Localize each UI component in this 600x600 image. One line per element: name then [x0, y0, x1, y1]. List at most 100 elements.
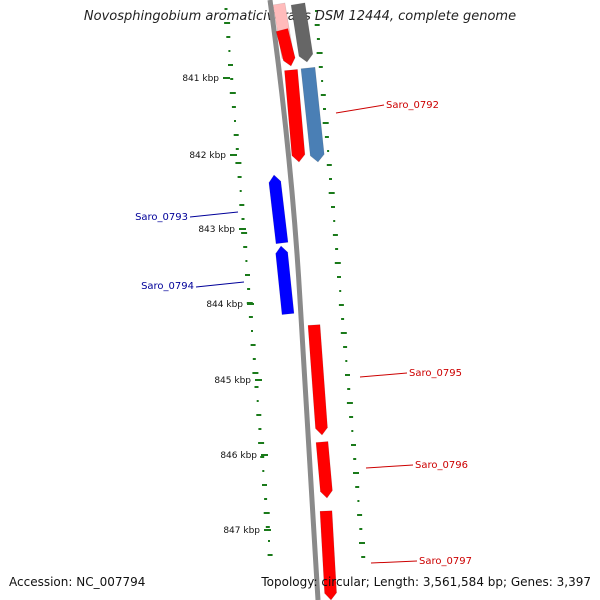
topology-label: Topology: circular; Length: 3,561,584 bp… [261, 575, 591, 589]
tick-label: 843 kbp [198, 225, 235, 235]
gene-labels: Saro_0792 Saro_0793 Saro_0794 Saro_0795 Saro… [135, 100, 472, 567]
gc-mark [226, 36, 231, 38]
gc-mark [229, 92, 236, 94]
gc-mark [324, 136, 329, 138]
gc-mark [239, 190, 242, 192]
gc-mark [320, 94, 326, 96]
tick-mark [247, 303, 254, 305]
gene-leader-line [370, 560, 418, 564]
gc-mark [248, 316, 253, 318]
gc-mark [239, 204, 245, 206]
gc-mark [235, 162, 242, 164]
gc-mark [343, 346, 348, 348]
gc-mark [230, 78, 234, 80]
tick-mark [239, 228, 246, 230]
gc-mark [357, 514, 363, 516]
tick-mark [261, 454, 268, 456]
gc-mark [361, 556, 366, 558]
gc-mark [256, 414, 262, 416]
tick-label: 842 kbp [189, 151, 226, 161]
gc-mark [224, 22, 231, 24]
gc-mark [326, 164, 332, 166]
gene-label[interactable]: Saro_0795 [409, 368, 462, 379]
gc-mark [256, 400, 259, 402]
gc-mark [337, 276, 341, 278]
gene-leader-line [365, 464, 414, 469]
gc-mark [318, 66, 323, 68]
gc-mark [338, 304, 344, 306]
tick-mark [264, 529, 271, 531]
gc-mark [247, 288, 251, 290]
gc-mark [252, 358, 256, 360]
gene-label[interactable]: Saro_0793 [135, 212, 188, 223]
gene-track [268, 2, 337, 600]
gc-mark [335, 248, 339, 250]
tick-mark [230, 154, 237, 156]
gene-arrow-0792a[interactable] [284, 69, 306, 163]
gene-label[interactable]: Saro_0792 [386, 100, 439, 111]
gc-mark [359, 542, 365, 544]
gc-mark [345, 374, 350, 376]
gc-mark [235, 148, 239, 150]
gene-arrow-0794[interactable] [275, 245, 295, 315]
gc-mark [245, 260, 248, 262]
gc-mark [228, 64, 233, 66]
gene-arrow-0795[interactable] [307, 324, 328, 436]
gc-mark [258, 428, 262, 430]
gc-mark [262, 484, 267, 486]
gc-mark [262, 470, 265, 472]
gc-mark [316, 38, 320, 40]
gc-mark [332, 234, 338, 236]
gc-mark [339, 290, 342, 292]
gc-mark [323, 108, 326, 110]
gc-mark [333, 220, 336, 222]
gc-mark [315, 10, 317, 12]
gc-mark [353, 472, 359, 474]
gc-mark [347, 388, 351, 390]
gc-mark [265, 526, 270, 528]
gene-leader-line [335, 104, 385, 114]
tick-mark [223, 77, 230, 79]
accession-label: Accession: NC_007794 [9, 575, 146, 589]
gc-mark [252, 372, 259, 374]
tick-label: 844 kbp [206, 300, 243, 310]
tick-label: 846 kbp [220, 451, 257, 461]
gene-leader-line [195, 281, 245, 288]
gene-label[interactable]: Saro_0794 [141, 281, 194, 292]
gc-mark [355, 486, 360, 488]
gc-mark [349, 416, 354, 418]
gc-mark [264, 498, 268, 500]
gc-mark [234, 120, 236, 122]
gene-arrow-top-gray[interactable] [290, 2, 314, 63]
gc-mark [331, 206, 335, 208]
tick-mark [255, 379, 262, 381]
gc-mark [224, 8, 228, 10]
tick-label: 847 kbp [223, 526, 260, 536]
gc-mark [228, 50, 231, 52]
gene-arrow-0797[interactable] [319, 510, 337, 600]
gc-mark [241, 232, 248, 234]
gc-mark [267, 554, 273, 556]
gc-mark [254, 386, 259, 388]
gene-arrow-0792b[interactable] [300, 66, 325, 163]
gc-mark [351, 430, 354, 432]
gc-mark [340, 332, 347, 334]
gene-arrow-top-red[interactable] [275, 28, 296, 67]
gene-label[interactable]: Saro_0797 [419, 556, 472, 567]
gc-mark [322, 122, 329, 124]
gc-mark [345, 360, 348, 362]
ruler-ticks: 841 kbp 842 kbp 843 kbp 844 kbp 845 kbp 846 k… [182, 74, 271, 536]
gene-arrow-0793[interactable] [268, 174, 289, 245]
gc-mark [346, 402, 353, 404]
gc-mark [268, 540, 270, 542]
gene-leader-line [189, 211, 239, 218]
gc-mark [327, 150, 330, 152]
gc-mark [231, 106, 236, 108]
gene-arrow-0796[interactable] [315, 441, 333, 499]
gc-mark [314, 24, 320, 26]
gc-mark [341, 318, 345, 320]
gc-mark [351, 444, 356, 446]
gc-mark [263, 512, 270, 514]
gene-label[interactable]: Saro_0796 [415, 460, 468, 471]
